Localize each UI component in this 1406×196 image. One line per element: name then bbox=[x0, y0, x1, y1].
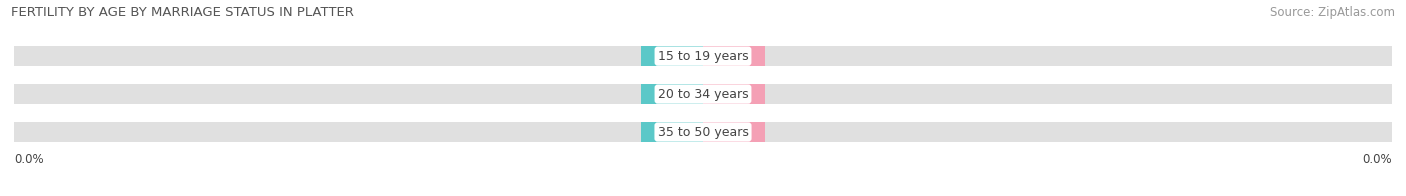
Text: 0.0%: 0.0% bbox=[718, 89, 749, 99]
Text: 0.0%: 0.0% bbox=[657, 89, 688, 99]
Text: 0.0%: 0.0% bbox=[718, 51, 749, 61]
Bar bbox=[14, 84, 1392, 104]
Text: 0.0%: 0.0% bbox=[657, 127, 688, 137]
Bar bbox=[641, 84, 703, 104]
Text: 0.0%: 0.0% bbox=[1362, 153, 1392, 166]
Text: 35 to 50 years: 35 to 50 years bbox=[658, 125, 748, 139]
Text: Source: ZipAtlas.com: Source: ZipAtlas.com bbox=[1270, 6, 1395, 19]
Bar bbox=[641, 122, 703, 142]
Bar bbox=[703, 46, 765, 66]
Bar bbox=[14, 122, 1392, 142]
Text: 20 to 34 years: 20 to 34 years bbox=[658, 88, 748, 101]
Bar bbox=[641, 46, 703, 66]
Bar bbox=[703, 84, 765, 104]
Bar bbox=[14, 46, 1392, 66]
Bar bbox=[703, 122, 765, 142]
Text: 0.0%: 0.0% bbox=[718, 127, 749, 137]
Text: 15 to 19 years: 15 to 19 years bbox=[658, 50, 748, 63]
Text: FERTILITY BY AGE BY MARRIAGE STATUS IN PLATTER: FERTILITY BY AGE BY MARRIAGE STATUS IN P… bbox=[11, 6, 354, 19]
Text: 0.0%: 0.0% bbox=[14, 153, 44, 166]
Text: 0.0%: 0.0% bbox=[657, 51, 688, 61]
